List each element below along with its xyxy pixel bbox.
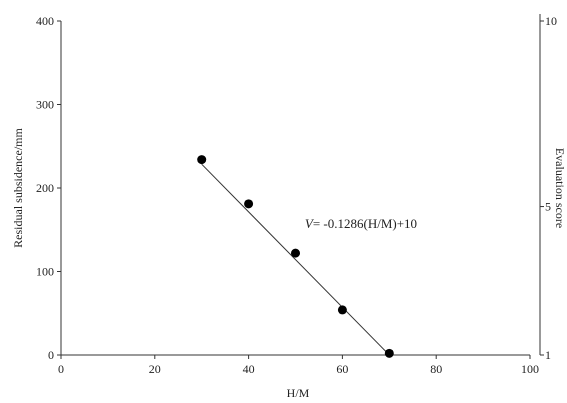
data-point	[291, 248, 300, 258]
y2-tick-label: 1	[545, 348, 551, 362]
x-tick-label: 60	[336, 362, 348, 376]
y-tick-label: 100	[36, 265, 54, 279]
y-tick-label: 400	[36, 14, 54, 28]
data-point	[337, 305, 347, 315]
y-tick-label: 200	[36, 181, 54, 195]
x-tick-label: 40	[243, 362, 255, 376]
ticks: 0 20 40 60 80 100 0 100 200 300 400 1 5 10	[36, 14, 557, 376]
y-tick-label: 0	[48, 348, 54, 362]
fit-equation-variable: V	[305, 216, 315, 231]
x-tick-label: 100	[521, 362, 539, 376]
plot-area	[197, 155, 394, 358]
x-tick-label: 0	[58, 362, 64, 376]
data-point	[244, 199, 254, 209]
data-point	[197, 155, 207, 165]
x-tick-label: 80	[430, 362, 442, 376]
axes	[60, 14, 541, 356]
y-tick-label: 300	[36, 98, 54, 112]
y-axis-label: Residual subsidence/mm	[11, 128, 25, 248]
fit-equation-annotation: V= -0.1286(H/M)+10	[305, 216, 417, 231]
fit-equation-rest: = -0.1286(H/M)+10	[313, 216, 417, 231]
y2-tick-label: 5	[545, 200, 551, 214]
x-axis-label: H/M	[287, 386, 310, 400]
y2-tick-label: 10	[545, 14, 557, 28]
data-point	[384, 348, 394, 358]
x-tick-label: 20	[149, 362, 161, 376]
fit-line	[201, 163, 390, 356]
y2-axis-label: Evaluation score	[553, 148, 567, 228]
